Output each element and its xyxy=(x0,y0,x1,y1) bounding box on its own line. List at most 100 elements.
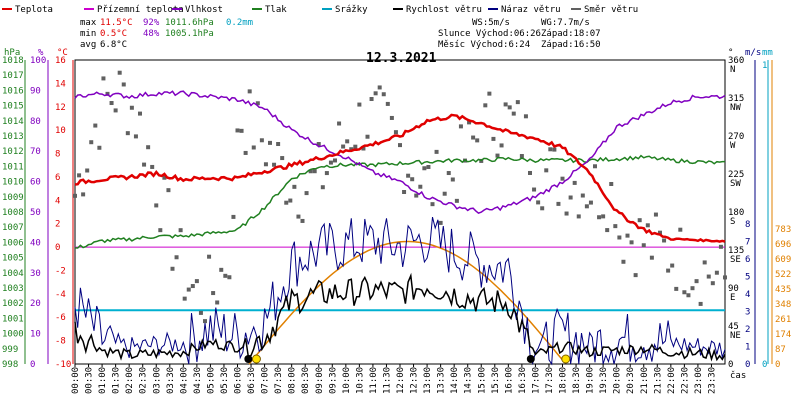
wind-direction-point xyxy=(97,145,102,150)
wind-direction-point xyxy=(625,233,630,238)
wind-direction-point xyxy=(190,284,195,289)
wind-direction-point xyxy=(150,164,155,169)
time-tick-label: 12:30 xyxy=(410,367,420,394)
max-label: max xyxy=(80,18,97,28)
wind-direction-point xyxy=(268,140,272,145)
wind-direction-point xyxy=(674,286,679,291)
wind-direction-point xyxy=(702,260,707,265)
time-tick-label: 05:00 xyxy=(206,367,216,394)
wind-direction-point xyxy=(649,255,654,260)
ms-tick-label: 1 xyxy=(745,343,750,353)
hpa-tick-label: 1001 xyxy=(2,314,24,324)
wind-direction-point xyxy=(398,143,402,148)
time-tick-label: 09:00 xyxy=(315,367,325,394)
wind-direction-point xyxy=(101,76,106,81)
time-tick-label: 06:30 xyxy=(247,367,257,394)
min-hum: 48% xyxy=(143,29,160,39)
wind-direction-point xyxy=(203,319,207,324)
wind-direction-point xyxy=(117,70,122,75)
wind-direction-point xyxy=(588,200,593,205)
dir-compass-label: SW xyxy=(730,179,741,189)
sunrise-marker xyxy=(251,354,261,364)
wind-direction-point xyxy=(308,169,313,174)
min-label: min xyxy=(80,29,96,39)
wind-direction-point xyxy=(198,310,203,315)
time-tick-label: 22:30 xyxy=(680,367,690,394)
dir-tick-label: 315 xyxy=(728,94,744,104)
time-tick-label: 04:00 xyxy=(179,367,189,394)
wind-direction-point xyxy=(304,191,309,196)
wind-direction-point xyxy=(182,296,187,301)
wind-direction-point xyxy=(178,228,183,233)
wind-direction-point xyxy=(694,279,699,284)
min-temp: 0.5°C xyxy=(100,29,127,39)
wind-direction-point xyxy=(690,286,695,291)
ws-text: WS:5m/s xyxy=(472,18,510,28)
wind-direction-point xyxy=(373,91,378,96)
wind-direction-point xyxy=(296,214,301,219)
wind-direction-point xyxy=(458,124,463,129)
wind-direction-point xyxy=(536,200,541,205)
wind-direction-point xyxy=(714,270,719,275)
hpa-tick-label: 998 xyxy=(2,360,18,370)
wind-direction-point xyxy=(584,204,589,209)
time-tick-label: 05:30 xyxy=(220,367,230,394)
max-rain: 0.2mm xyxy=(226,18,253,28)
legend-label: Tlak xyxy=(265,5,287,15)
time-unit-label: čas xyxy=(730,370,746,381)
stats-panel: max 11.5°C 92% 1011.6hPa 0.2mm min 0.5°C… xyxy=(80,18,601,50)
hpa-tick-label: 1009 xyxy=(2,193,24,203)
wind-direction-point xyxy=(158,228,163,233)
time-tick-label: 10:30 xyxy=(355,367,365,394)
wind-direction-point xyxy=(223,273,228,278)
wind-direction-point xyxy=(434,149,439,154)
time-tick-label: 15:00 xyxy=(477,367,487,394)
legend-label: Náraz větru xyxy=(501,5,561,15)
pct-tick-label: 40 xyxy=(30,238,41,248)
ms-tick-label: 2 xyxy=(745,325,750,335)
wind-direction-point xyxy=(645,223,650,228)
wind-direction-point xyxy=(146,145,151,150)
sun-text: Slunce Východ:06:26 xyxy=(438,29,541,39)
wind-direction-point xyxy=(300,218,305,223)
time-tick-label: 16:30 xyxy=(518,367,528,394)
wind-direction-point xyxy=(142,162,147,167)
wind-direction-point xyxy=(556,201,561,206)
pct-tick-label: 80 xyxy=(30,117,41,127)
wind-direction-point xyxy=(129,105,134,110)
wind-direction-point xyxy=(365,134,370,139)
moonrise-marker xyxy=(244,355,253,363)
wind-direction-point xyxy=(320,185,325,190)
temp-tick-label: 8 xyxy=(55,150,60,160)
wind-direction-point xyxy=(410,177,415,182)
time-tick-label: 08:30 xyxy=(301,367,311,394)
dir-tick-label: 360 xyxy=(728,56,744,66)
wind-direction-point xyxy=(430,202,435,207)
temp-tick-label: 0 xyxy=(55,243,60,253)
wind-direction-point xyxy=(507,105,512,110)
wind-direction-point xyxy=(540,206,545,211)
wind-direction-point xyxy=(706,274,711,279)
hpa-tick-label: 1005 xyxy=(2,254,24,264)
time-tick-label: 18:30 xyxy=(572,367,582,394)
ms-tick-label: 4 xyxy=(745,290,750,300)
temp-tick-label: 14 xyxy=(55,79,66,89)
wind-direction-point xyxy=(170,266,175,271)
wind-direction-point xyxy=(601,214,606,219)
time-tick-label: 18:00 xyxy=(559,367,569,394)
hpa-tick-label: 1017 xyxy=(2,71,24,81)
pressure-series-line xyxy=(74,154,725,249)
dir-compass-label: SE xyxy=(730,255,741,265)
axes: hPa% °C ° m/s mm1018101710161015101410131012… xyxy=(2,48,791,394)
time-tick-label: 03:00 xyxy=(152,367,162,394)
wind-direction-point xyxy=(483,103,488,108)
wind-direction-point xyxy=(511,111,516,116)
wind-direction-point xyxy=(617,235,622,240)
wind-direction-point xyxy=(316,142,321,147)
wind-direction-point xyxy=(438,220,443,225)
mm-tick-label: 0 xyxy=(762,360,767,370)
time-tick-label: 16:00 xyxy=(504,367,514,394)
wind-direction-point xyxy=(292,184,297,189)
hpa-tick-label: 1014 xyxy=(2,117,24,127)
wind-direction-point xyxy=(263,162,268,167)
